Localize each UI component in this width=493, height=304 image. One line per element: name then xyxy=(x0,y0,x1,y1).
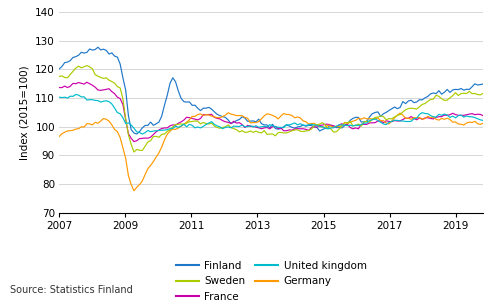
Sweden xyxy=(131,150,137,154)
Finland xyxy=(134,132,140,136)
Germany xyxy=(239,114,245,117)
Finland xyxy=(95,45,101,49)
Sweden xyxy=(170,125,176,129)
France xyxy=(358,123,364,126)
Sweden xyxy=(222,125,228,129)
United kingdom xyxy=(73,93,79,96)
Sweden xyxy=(408,106,414,110)
Germany xyxy=(317,125,322,128)
France xyxy=(84,81,90,84)
France xyxy=(131,140,137,143)
Line: France: France xyxy=(59,82,489,142)
Finland xyxy=(408,98,414,102)
Finland xyxy=(317,129,322,133)
Sweden xyxy=(56,75,62,78)
Germany xyxy=(167,129,173,133)
Text: Source: Statistics Finland: Source: Statistics Finland xyxy=(10,285,133,295)
Finland xyxy=(56,67,62,71)
Legend: Finland, Sweden, France, United kingdom, Germany: Finland, Sweden, France, United kingdom,… xyxy=(172,257,371,304)
Germany xyxy=(225,111,231,115)
Germany xyxy=(358,117,364,121)
Finland xyxy=(486,82,492,86)
Sweden xyxy=(317,122,322,126)
United kingdom xyxy=(239,123,245,127)
United kingdom xyxy=(222,126,228,129)
Germany xyxy=(408,117,414,121)
United kingdom xyxy=(358,123,364,126)
United kingdom xyxy=(408,119,414,123)
Sweden xyxy=(84,64,90,67)
Germany xyxy=(220,115,226,119)
France xyxy=(486,113,492,117)
Finland xyxy=(222,116,228,119)
Finland xyxy=(358,120,364,124)
Finland xyxy=(170,76,176,80)
Germany xyxy=(486,121,492,125)
Finland xyxy=(239,115,245,119)
United kingdom xyxy=(170,126,176,130)
Germany xyxy=(56,135,62,138)
France xyxy=(317,124,322,127)
United kingdom xyxy=(56,95,62,99)
Line: United kingdom: United kingdom xyxy=(59,95,489,134)
Line: Sweden: Sweden xyxy=(59,66,489,152)
France xyxy=(222,120,228,123)
Line: Finland: Finland xyxy=(59,47,489,134)
Sweden xyxy=(486,89,492,93)
Sweden xyxy=(239,129,245,133)
Line: Germany: Germany xyxy=(59,113,489,191)
Germany xyxy=(131,189,137,193)
United kingdom xyxy=(317,125,322,128)
France xyxy=(239,123,245,126)
France xyxy=(56,86,62,89)
United kingdom xyxy=(486,116,492,120)
United kingdom xyxy=(140,132,145,136)
France xyxy=(408,115,414,118)
France xyxy=(170,123,176,127)
Y-axis label: Index (2015=100): Index (2015=100) xyxy=(20,65,30,160)
Sweden xyxy=(358,124,364,128)
